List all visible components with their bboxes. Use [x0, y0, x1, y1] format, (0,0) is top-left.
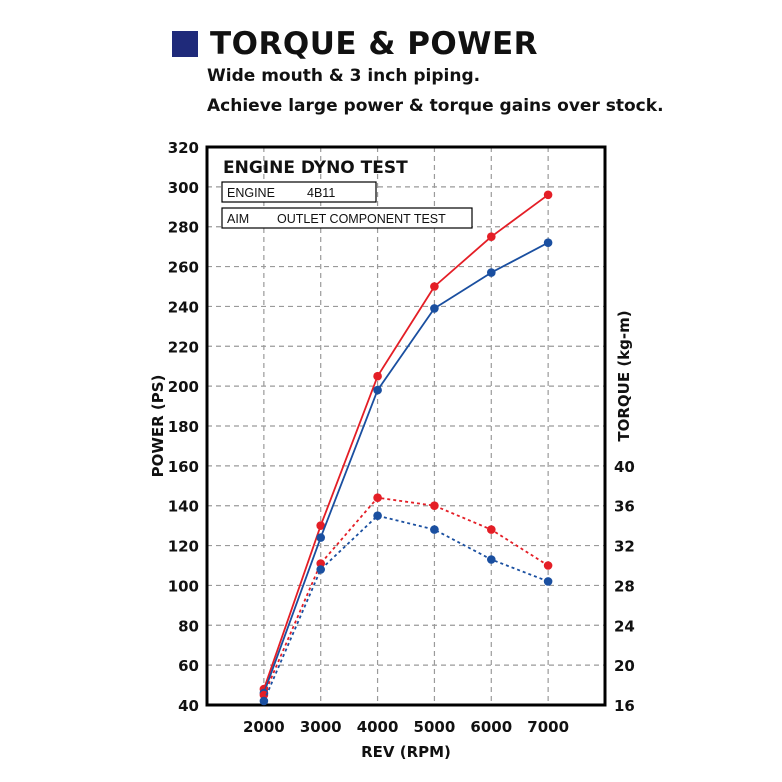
y-tick-label: 140: [168, 498, 199, 516]
y-tick-label: 220: [168, 338, 199, 356]
series-point: [373, 493, 382, 503]
info-value-engine: 4B11: [307, 186, 335, 200]
y2-tick-label: 36: [614, 498, 635, 516]
series-point: [487, 525, 496, 534]
subtitle-line-2: Achieve large power & torque gains over …: [207, 96, 664, 116]
series-point: [430, 501, 439, 511]
y-tick-label: 60: [178, 657, 199, 675]
y-tick-label: 280: [168, 219, 199, 237]
series-point: [543, 561, 553, 570]
series-point: [259, 690, 269, 700]
y-axis-label: POWER (PS): [149, 375, 167, 478]
info-box-engine: ENGINE 4B11: [221, 181, 377, 203]
y-tick-label: 200: [168, 378, 199, 396]
y-tick-label: 40: [178, 697, 199, 715]
y-tick-label: 260: [168, 259, 199, 277]
info-box-aim: AIM OUTLET COMPONENT TEST: [221, 207, 473, 229]
series-point: [259, 696, 269, 706]
x-tick-label: 2000: [243, 718, 285, 736]
info-label-aim: AIM: [227, 212, 249, 226]
series-point: [543, 577, 553, 586]
y-tick-label: 80: [178, 617, 199, 635]
x-tick-label: 4000: [357, 718, 399, 736]
series-line-1: [263, 194, 549, 690]
series-point: [430, 304, 439, 313]
chart-title: ENGINE DYNO TEST: [223, 158, 408, 178]
y2-tick-label: 24: [614, 617, 635, 635]
series-line-2: [263, 241, 549, 694]
series-point: [373, 385, 382, 395]
plot-frame: [205, 145, 607, 707]
y-tick-label: 160: [168, 458, 199, 476]
y-tick-label: 300: [168, 179, 199, 197]
y2-axis-ticks: 16 20 24 28 32 36 40: [614, 458, 635, 715]
y2-tick-label: 32: [614, 538, 635, 556]
series-point: [487, 232, 496, 241]
series-point: [430, 525, 439, 534]
y-tick-label: 120: [168, 538, 199, 556]
section-header: TORQUE & POWER: [172, 24, 538, 64]
y2-axis-label: TORQUE (kg-m): [615, 310, 633, 441]
y-tick-label: 180: [168, 418, 199, 436]
y-tick-label: 100: [168, 577, 199, 595]
x-tick-label: 3000: [300, 718, 342, 736]
series-point: [543, 238, 553, 247]
info-label-engine: ENGINE: [227, 186, 275, 200]
series-point: [316, 521, 326, 530]
series-point: [543, 190, 553, 200]
series-point: [373, 511, 382, 520]
info-value-aim: OUTLET COMPONENT TEST: [277, 212, 446, 226]
y-tick-label: 320: [168, 139, 199, 157]
x-axis-label: REV (RPM): [361, 743, 451, 761]
grid: [207, 147, 605, 705]
series-point: [373, 371, 382, 381]
series-point: [316, 565, 326, 574]
y2-tick-label: 28: [614, 577, 635, 595]
series-point: [487, 555, 496, 564]
series-point: [316, 559, 326, 568]
series-point: [487, 268, 496, 277]
series: [259, 190, 553, 706]
header-square-icon: [172, 31, 198, 57]
y2-tick-label: 16: [614, 697, 635, 715]
subtitle-line-1: Wide mouth & 3 inch piping.: [207, 66, 481, 86]
series-point: [430, 282, 439, 291]
series-line-3: [263, 496, 549, 696]
y-tick-label: 240: [168, 298, 199, 316]
series-line-4: [263, 514, 549, 702]
y2-tick-label: 40: [614, 458, 635, 476]
y-axis-ticks: 40 60 80 100 120 140 160 180 200 220 240 260 280 300 3…: [168, 139, 199, 715]
header-title: TORQUE & POWER: [210, 26, 539, 62]
x-tick-label: 6000: [470, 718, 512, 736]
x-tick-label: 5000: [414, 718, 456, 736]
x-tick-label: 7000: [527, 718, 569, 736]
series-point: [316, 533, 326, 542]
x-axis-ticks: 2000 3000 4000 5000 6000 7000: [243, 718, 569, 736]
y2-tick-label: 20: [614, 657, 635, 675]
